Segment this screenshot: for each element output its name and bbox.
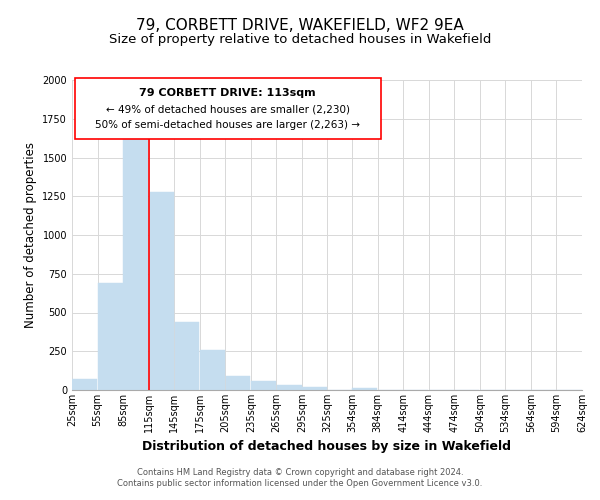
- Text: ← 49% of detached houses are smaller (2,230): ← 49% of detached houses are smaller (2,…: [106, 105, 350, 115]
- Bar: [277, 386, 302, 390]
- Text: Size of property relative to detached houses in Wakefield: Size of property relative to detached ho…: [109, 32, 491, 46]
- Text: Contains HM Land Registry data © Crown copyright and database right 2024.
Contai: Contains HM Land Registry data © Crown c…: [118, 468, 482, 487]
- Text: 50% of semi-detached houses are larger (2,263) →: 50% of semi-detached houses are larger (…: [95, 120, 360, 130]
- Bar: [352, 388, 377, 390]
- Bar: [226, 376, 250, 390]
- Text: 79 CORBETT DRIVE: 113sqm: 79 CORBETT DRIVE: 113sqm: [139, 88, 316, 98]
- Y-axis label: Number of detached properties: Number of detached properties: [24, 142, 37, 328]
- X-axis label: Distribution of detached houses by size in Wakefield: Distribution of detached houses by size …: [143, 440, 511, 454]
- Bar: [98, 283, 123, 390]
- Bar: [149, 192, 174, 390]
- Bar: [302, 387, 327, 390]
- Text: 79, CORBETT DRIVE, WAKEFIELD, WF2 9EA: 79, CORBETT DRIVE, WAKEFIELD, WF2 9EA: [136, 18, 464, 32]
- Bar: [73, 379, 97, 390]
- Bar: [200, 350, 225, 390]
- Bar: [124, 138, 148, 390]
- FancyBboxPatch shape: [74, 78, 380, 139]
- Bar: [175, 322, 199, 390]
- Bar: [251, 382, 276, 390]
